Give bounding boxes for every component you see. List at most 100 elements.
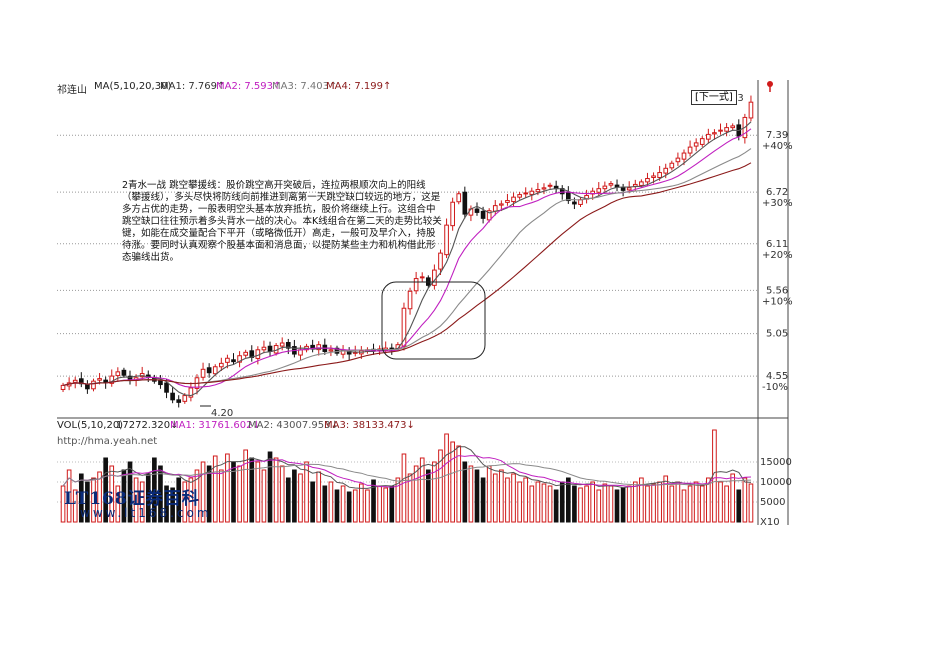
volume-bar <box>450 441 455 523</box>
ma4-value: MA4: 7.199↑ <box>326 81 392 92</box>
volume-bar <box>584 485 589 523</box>
candle-body <box>718 129 723 132</box>
volume-bar <box>523 477 529 523</box>
volume-bar <box>730 473 736 523</box>
volume-bar <box>657 481 662 523</box>
candle-body <box>687 146 693 154</box>
volume-bar <box>669 485 675 523</box>
candle-body <box>164 382 169 393</box>
candle-body <box>480 210 486 219</box>
ma30-line <box>62 162 752 386</box>
volume-bar <box>620 487 626 523</box>
candle-body <box>60 384 66 390</box>
volume-bar <box>152 457 157 523</box>
volume-bar <box>511 473 516 523</box>
volume-ma3: MA3: 38133.473↓ <box>324 420 415 431</box>
candle-body <box>748 101 754 119</box>
volume-bar <box>517 481 522 523</box>
volume-bar <box>736 489 742 523</box>
watermark-title: LT168证券百科 <box>64 489 200 509</box>
candle-body <box>523 192 529 195</box>
candle-body <box>85 384 90 390</box>
candle-body <box>505 200 510 203</box>
volume-bar <box>608 485 614 523</box>
candle-body <box>639 181 644 186</box>
volume-bar <box>590 481 596 523</box>
candle-body <box>565 192 571 202</box>
candle-body <box>663 167 669 174</box>
candle-body <box>572 201 577 205</box>
pct-tick-label: -10% <box>762 382 788 393</box>
candle-body <box>438 252 443 270</box>
candle-body <box>608 183 614 186</box>
volume-bar <box>492 473 498 523</box>
volume-ma1: MA1: 31761.602↓ <box>170 420 261 431</box>
volume-bar <box>66 469 72 523</box>
volume-bar <box>559 481 565 523</box>
volume-bar <box>432 461 437 523</box>
volume-bar <box>651 483 656 523</box>
volume-bar <box>127 461 133 523</box>
candle-body <box>285 341 291 349</box>
candle-body <box>462 191 468 215</box>
candle-body <box>78 378 84 385</box>
volume-bar <box>316 471 322 523</box>
volume-ma20-line <box>62 463 752 487</box>
candle-body <box>517 194 522 198</box>
volume-bar <box>425 469 431 523</box>
price-tick-label: 7.39 <box>766 130 788 141</box>
candle-body <box>121 369 127 376</box>
price-tick-label: 4.55 <box>766 371 788 382</box>
volume-bar <box>474 469 480 523</box>
next-pattern-button[interactable]: [下一式] <box>691 90 737 105</box>
volume-bar <box>340 485 346 523</box>
watermark-url: www.lt168.com <box>80 506 212 520</box>
volume-bar <box>389 485 395 523</box>
candle-body <box>499 203 504 206</box>
volume-bar <box>742 477 748 523</box>
volume-axis: 15000 10000 5000 <box>760 457 792 508</box>
candle-body <box>407 290 413 310</box>
volume-bar <box>748 483 754 523</box>
candle-body <box>645 177 650 183</box>
volume-bar <box>334 489 340 523</box>
source-url: http://hma.yeah.net <box>57 436 158 447</box>
volume-bar <box>194 469 200 523</box>
candle-body <box>669 162 675 169</box>
candle-body <box>730 125 736 129</box>
volume-bar <box>681 489 687 523</box>
volume-bar <box>188 477 194 523</box>
candle-body <box>225 357 230 363</box>
candle-body <box>693 142 699 147</box>
candle-body <box>511 196 516 203</box>
volume-bar <box>444 433 449 523</box>
price-tick-label: 5.56 <box>766 285 788 296</box>
volume-bar <box>553 489 559 523</box>
volume-ma2: MA2: 43007.953↓ <box>248 420 339 431</box>
volume-bar <box>541 483 547 523</box>
candle-body <box>651 175 656 178</box>
volume-bar <box>359 483 364 523</box>
price-tick-label: 6.11 <box>766 239 788 250</box>
volume-bar <box>596 489 602 523</box>
volume-bar <box>328 481 334 523</box>
volume-bar <box>97 471 102 523</box>
volume-bar <box>273 457 279 523</box>
volume-bar <box>249 457 255 523</box>
high-marker-label: 93 <box>731 93 744 104</box>
volume-bar <box>200 461 206 523</box>
candle-body <box>218 362 224 368</box>
candle-body <box>444 224 449 256</box>
volume-bar <box>292 469 297 523</box>
volume-bar <box>115 485 121 523</box>
candle-body <box>474 208 480 213</box>
volume-bar <box>645 485 650 523</box>
volume-bar <box>480 477 486 523</box>
candle-body <box>206 367 212 374</box>
volume-bar <box>78 473 84 523</box>
volume-bar <box>712 429 717 523</box>
volume-bar <box>699 485 705 523</box>
candle-body <box>681 152 687 160</box>
volume-bar <box>182 481 188 523</box>
